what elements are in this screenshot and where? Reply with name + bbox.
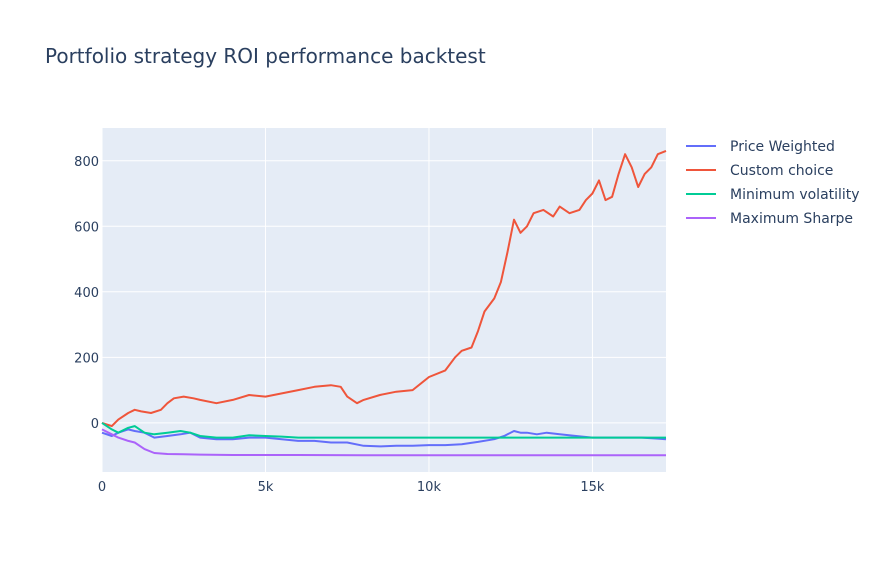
series-line-minimum-volatility (101, 422, 666, 439)
y-tick-label: 600 (74, 220, 99, 235)
x-tick-label: 0 (98, 480, 106, 495)
y-tick-label: 200 (74, 351, 99, 366)
y-axis-ticks: 0 200 400 600 800 (74, 155, 99, 432)
legend-label: Maximum Sharpe (730, 211, 853, 227)
series-lines (101, 149, 667, 457)
chart-title: Portfolio strategy ROI performance backt… (45, 44, 486, 68)
x-tick-label: 5k (258, 480, 274, 495)
legend[interactable]: Price Weighted Custom choice Minimum volat… (686, 139, 860, 227)
y-tick-label: 800 (74, 155, 99, 170)
legend-label: Price Weighted (730, 139, 835, 155)
x-axis-ticks: 0 5k 10k 15k (98, 480, 605, 495)
legend-item-maximum-sharpe[interactable]: Maximum Sharpe (686, 211, 853, 227)
series-line-price-weighted (101, 428, 667, 448)
series-line-custom-choice (101, 149, 667, 428)
plot-area (102, 128, 666, 472)
legend-item-price-weighted[interactable]: Price Weighted (686, 139, 835, 155)
x-tick-label: 10k (417, 480, 442, 495)
y-tick-label: 400 (74, 286, 99, 301)
x-tick-label: 15k (580, 480, 605, 495)
legend-label: Minimum volatility (730, 187, 860, 203)
series-line-maximum-sharpe (101, 428, 666, 457)
legend-label: Custom choice (730, 163, 833, 179)
legend-item-custom-choice[interactable]: Custom choice (686, 163, 833, 179)
legend-item-minimum-volatility[interactable]: Minimum volatility (686, 187, 860, 203)
gridlines (101, 128, 666, 472)
y-tick-label: 0 (91, 417, 99, 432)
